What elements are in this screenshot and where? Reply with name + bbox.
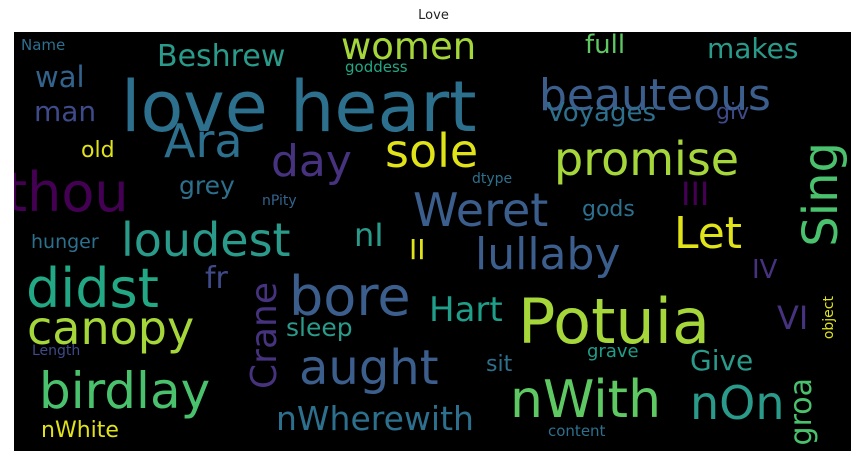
word-let: Let: [674, 208, 743, 259]
figure-title: Love: [418, 8, 449, 23]
word-old: old: [81, 138, 115, 163]
word-thou: thou: [14, 161, 129, 224]
word-nwherewith: nWherewith: [276, 399, 474, 438]
word-didst: didst: [26, 257, 159, 320]
word-npity: nPity: [262, 193, 297, 209]
word-vi: VI: [777, 299, 809, 337]
word-object: object: [821, 296, 837, 340]
word-bore: bore: [289, 265, 411, 328]
word-sole: sole: [385, 124, 479, 178]
word-grey: grey: [179, 171, 235, 200]
word-voyages: Voyages: [547, 98, 657, 128]
word-dtype: dtype: [472, 171, 513, 187]
word-name: Name: [21, 36, 66, 54]
word-giv: giv: [716, 100, 750, 125]
word-lullaby: lullaby: [475, 229, 621, 280]
word-wal: wal: [35, 60, 85, 94]
word-give: Give: [690, 344, 754, 377]
word-hart: Hart: [429, 290, 503, 330]
word-ii: II: [409, 233, 426, 266]
word-ara: Ara: [164, 114, 243, 168]
word-beauteous: beauteous: [539, 70, 771, 121]
word-potuia: Potuia: [518, 285, 710, 358]
word-women: women: [341, 32, 477, 68]
word-beshrew: Beshrew: [157, 39, 286, 74]
word-sit: sit: [486, 352, 513, 377]
word-hunger: hunger: [31, 231, 99, 253]
word-ni: nI: [354, 216, 384, 254]
word-birdlay: birdlay: [39, 362, 211, 420]
word-sleep: sleep: [286, 313, 353, 342]
word-content: content: [548, 422, 606, 440]
word-cloud: love heart Potuia beauteous women Beshre…: [14, 32, 851, 451]
word-full: full: [585, 32, 626, 60]
word-iv: IV: [752, 255, 778, 285]
word-loudest: loudest: [121, 213, 291, 267]
word-gods: gods: [582, 197, 635, 222]
word-weret: Weret: [413, 183, 549, 237]
word-aught: aught: [299, 340, 439, 396]
word-goddess: goddess: [345, 58, 408, 76]
word-makes: makes: [707, 32, 799, 65]
word-grave: grave: [587, 341, 639, 362]
word-man: man: [34, 95, 97, 128]
word-iii: III: [681, 175, 710, 213]
word-length: Length: [32, 343, 81, 359]
word-day: day: [271, 136, 352, 187]
word-love-heart: love heart: [121, 66, 477, 148]
word-groa: groa: [784, 378, 819, 446]
word-sing: Sing: [793, 142, 849, 247]
word-nwhite: nWhite: [41, 418, 119, 443]
word-fr: fr: [205, 261, 228, 296]
word-canopy: canopy: [27, 301, 195, 355]
word-promise: promise: [554, 132, 740, 186]
word-crane: Crane: [244, 282, 285, 389]
word-non: nOn: [690, 376, 785, 430]
word-nwith: nWith: [510, 370, 662, 430]
